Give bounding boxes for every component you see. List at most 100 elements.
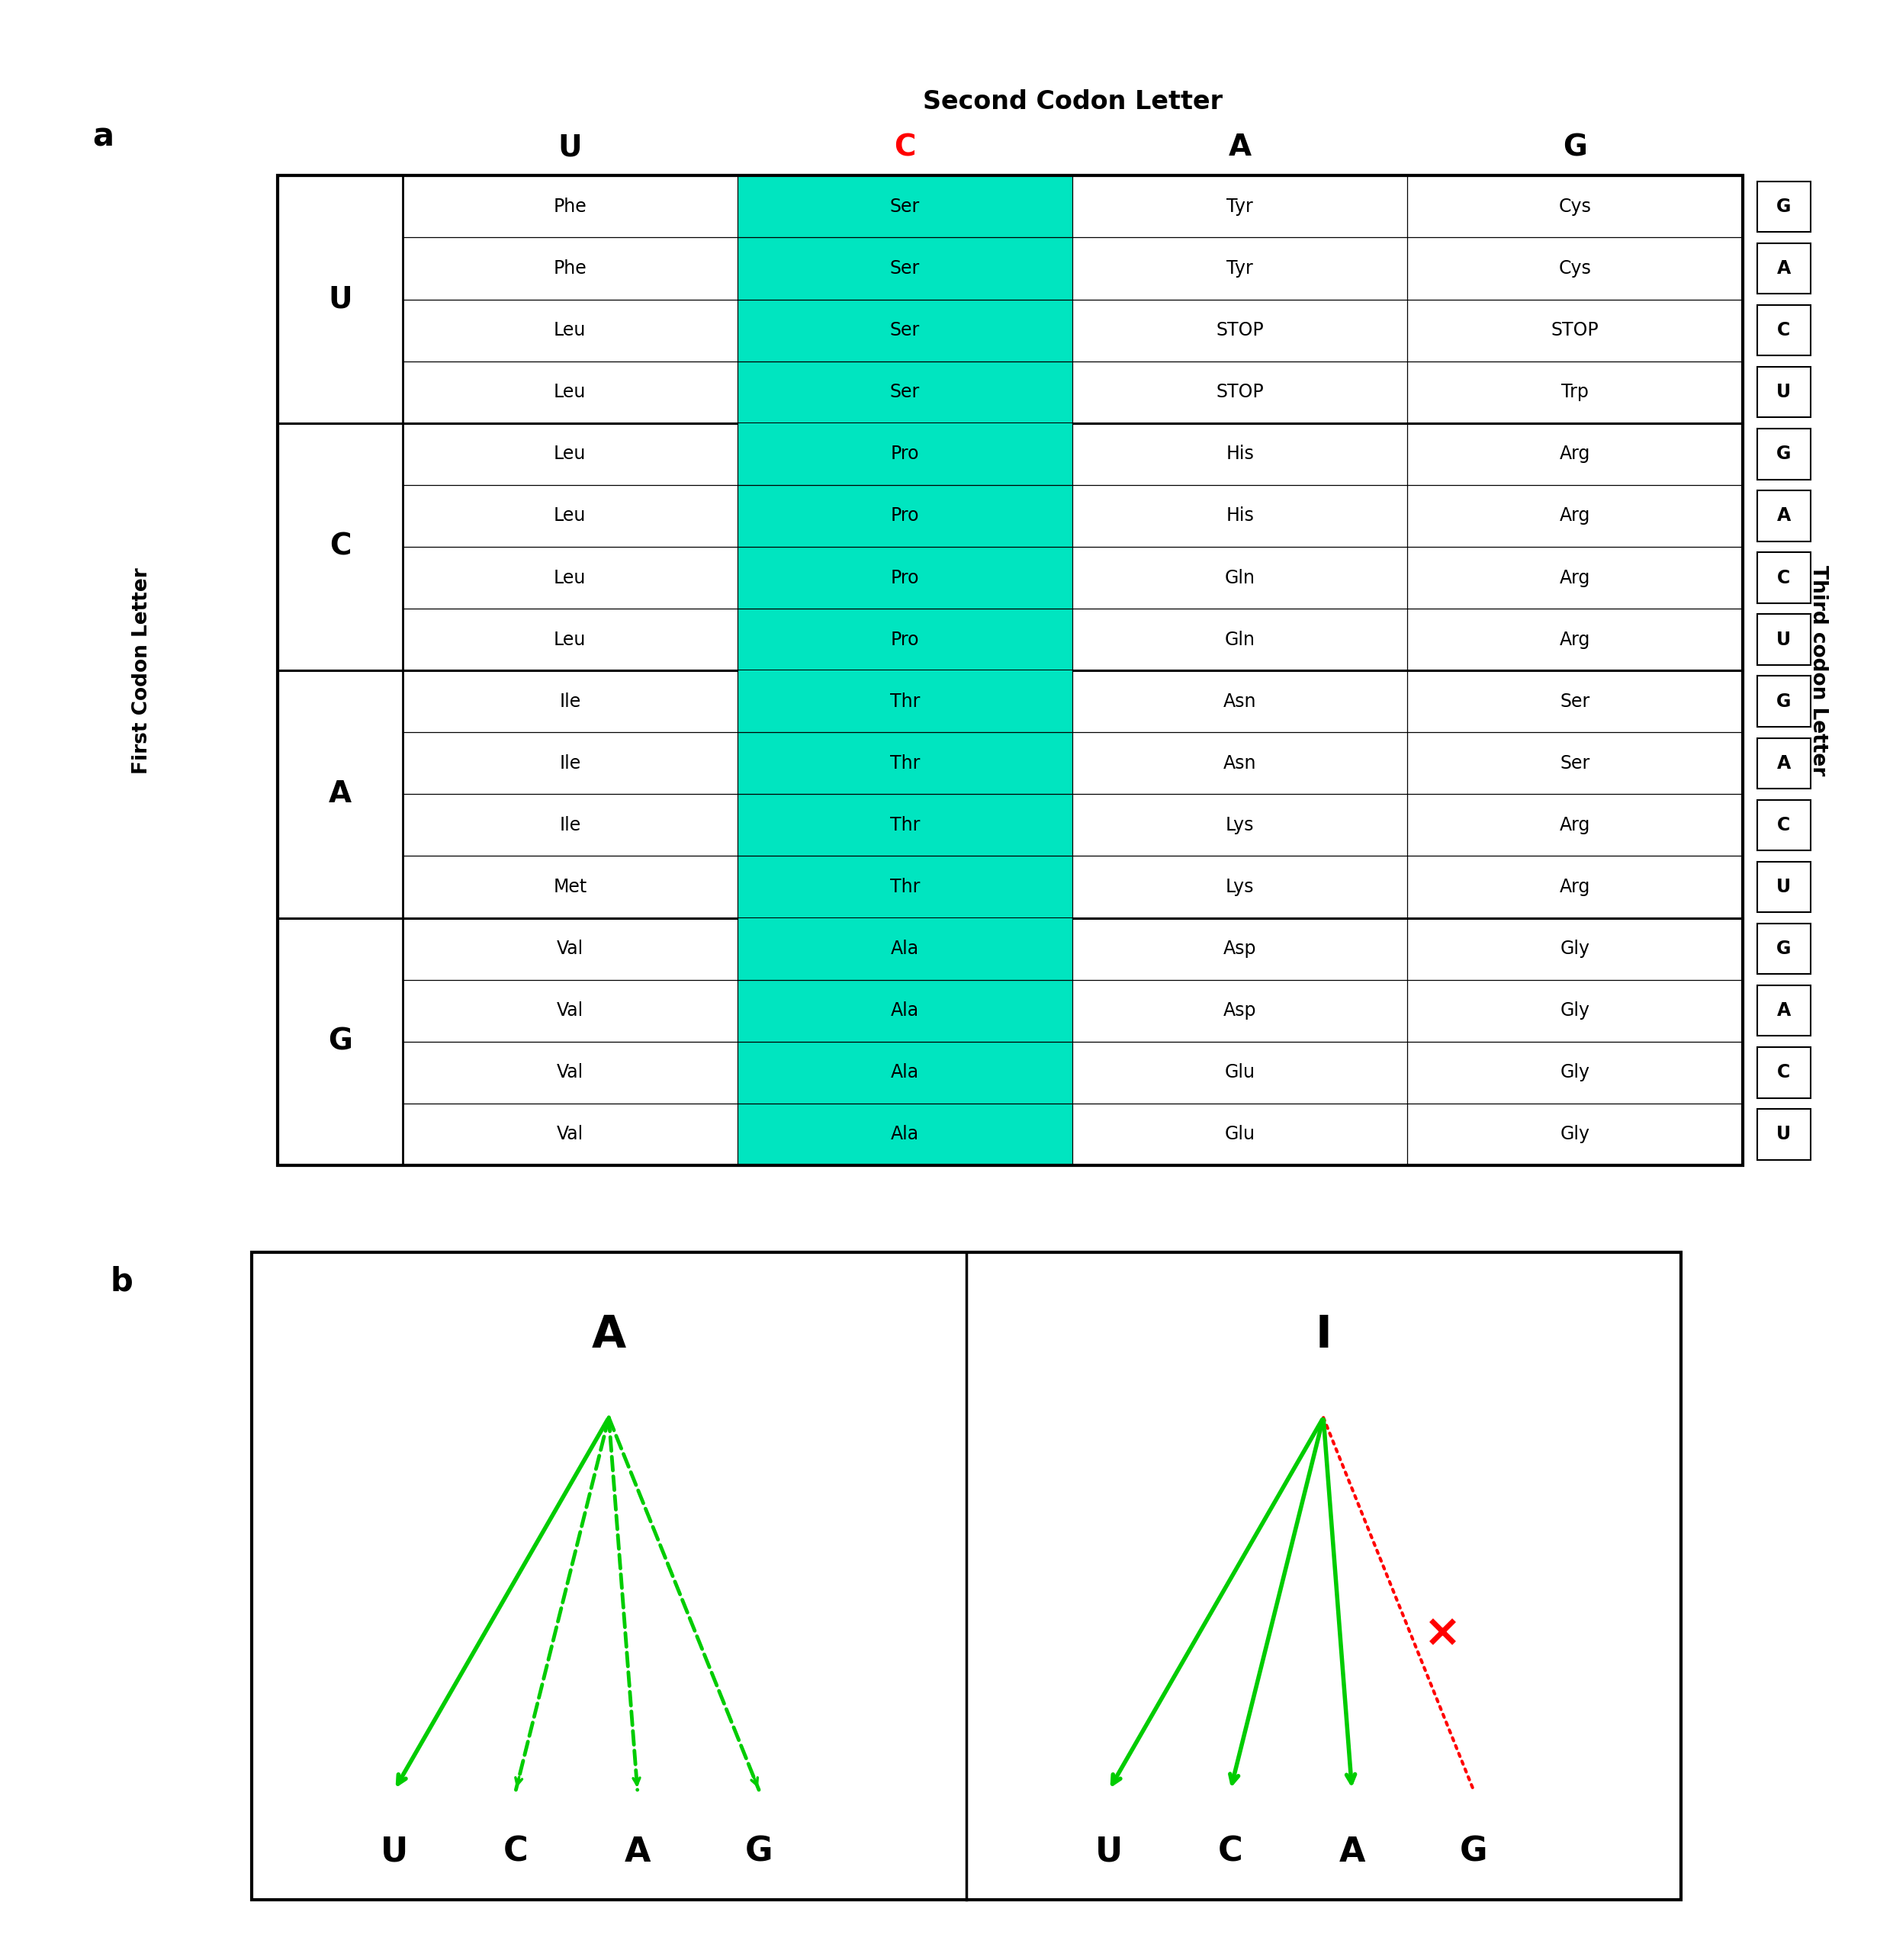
Text: Gly: Gly (1560, 939, 1590, 958)
Text: C: C (1778, 321, 1791, 339)
Text: C: C (1778, 815, 1791, 835)
Text: U: U (1776, 631, 1791, 649)
Text: U: U (1776, 1125, 1791, 1143)
Text: Val: Val (556, 939, 584, 958)
Text: Arg: Arg (1560, 815, 1590, 835)
Text: Thr: Thr (890, 878, 920, 896)
Text: Asp: Asp (1224, 939, 1256, 958)
Bar (1757, 800, 1811, 851)
Bar (278, 670, 1742, 917)
Bar (252, 1252, 1680, 1899)
Text: Glu: Glu (1224, 1125, 1256, 1143)
Text: Leu: Leu (554, 508, 586, 525)
Bar (1757, 367, 1811, 417)
Text: STOP: STOP (1550, 321, 1599, 339)
Text: Ser: Ser (1560, 692, 1590, 711)
Text: Leu: Leu (554, 568, 586, 586)
Text: G: G (1776, 198, 1791, 216)
Text: G: G (745, 1835, 773, 1868)
Text: U: U (381, 1835, 409, 1868)
Text: C: C (1778, 1064, 1791, 1082)
Bar (278, 176, 1742, 1166)
Text: Tyr: Tyr (1228, 259, 1254, 278)
Text: Tyr: Tyr (1228, 198, 1254, 216)
Text: Ser: Ser (890, 198, 920, 216)
Text: Glu: Glu (1224, 1064, 1256, 1082)
Bar (1757, 737, 1811, 788)
Text: Ala: Ala (892, 1002, 920, 1019)
Text: Pro: Pro (892, 445, 920, 463)
Text: Lys: Lys (1226, 878, 1254, 896)
Text: U: U (1776, 382, 1791, 402)
Text: Ser: Ser (890, 382, 920, 402)
Text: Asn: Asn (1224, 755, 1256, 772)
Text: A: A (328, 780, 351, 809)
Text: A: A (1338, 1835, 1365, 1868)
Text: Gly: Gly (1560, 1002, 1590, 1019)
Text: Ala: Ala (892, 1125, 920, 1143)
Text: Arg: Arg (1560, 445, 1590, 463)
Text: A: A (1778, 755, 1791, 772)
Bar (738, 423, 1072, 670)
Text: Pro: Pro (892, 568, 920, 586)
Text: G: G (1776, 939, 1791, 958)
Text: Leu: Leu (554, 321, 586, 339)
Text: G: G (1776, 445, 1791, 463)
Text: Met: Met (554, 878, 588, 896)
Text: I: I (1316, 1313, 1331, 1356)
Text: STOP: STOP (1216, 321, 1263, 339)
Text: G: G (1460, 1835, 1487, 1868)
Text: A: A (1228, 133, 1252, 163)
Text: Ile: Ile (559, 755, 580, 772)
Bar (278, 917, 1742, 1166)
Text: Ala: Ala (892, 939, 920, 958)
Text: C: C (1218, 1835, 1243, 1868)
Text: Thr: Thr (890, 755, 920, 772)
Text: Phe: Phe (554, 259, 588, 278)
Text: Second Codon Letter: Second Codon Letter (923, 88, 1222, 114)
Bar (1757, 613, 1811, 664)
Bar (738, 917, 1072, 1166)
Text: Arg: Arg (1560, 878, 1590, 896)
Bar (1757, 180, 1811, 231)
Text: U: U (1776, 878, 1791, 896)
Bar (1757, 429, 1811, 480)
Text: C: C (328, 533, 351, 561)
Text: Leu: Leu (554, 382, 586, 402)
Bar (1757, 986, 1811, 1037)
Text: U: U (557, 133, 582, 163)
Text: His: His (1226, 445, 1254, 463)
Text: Ser: Ser (1560, 755, 1590, 772)
Bar (738, 176, 1072, 423)
Text: Leu: Leu (554, 631, 586, 649)
Text: His: His (1226, 508, 1254, 525)
Text: Cys: Cys (1558, 198, 1592, 216)
Text: C: C (503, 1835, 529, 1868)
Text: A: A (1778, 508, 1791, 525)
Text: A: A (591, 1313, 627, 1356)
Text: a: a (92, 122, 114, 153)
Text: C: C (1778, 568, 1791, 586)
Text: Arg: Arg (1560, 508, 1590, 525)
Text: Trp: Trp (1562, 382, 1588, 402)
Bar (1757, 553, 1811, 604)
Text: Arg: Arg (1560, 631, 1590, 649)
Text: Ala: Ala (892, 1064, 920, 1082)
Text: Phe: Phe (554, 198, 588, 216)
Bar (738, 670, 1072, 917)
Bar (278, 176, 1742, 423)
Text: G: G (1564, 133, 1588, 163)
Text: Asp: Asp (1224, 1002, 1256, 1019)
Text: Thr: Thr (890, 815, 920, 835)
Text: Ile: Ile (559, 692, 580, 711)
Text: A: A (1778, 1002, 1791, 1019)
Text: Gly: Gly (1560, 1125, 1590, 1143)
Bar (1757, 306, 1811, 355)
Text: Ile: Ile (559, 815, 580, 835)
Text: Ser: Ser (890, 259, 920, 278)
Bar (1757, 923, 1811, 974)
Text: Gln: Gln (1224, 568, 1256, 586)
Text: Gly: Gly (1560, 1064, 1590, 1082)
Text: G: G (1776, 692, 1791, 711)
Bar (278, 423, 1742, 670)
